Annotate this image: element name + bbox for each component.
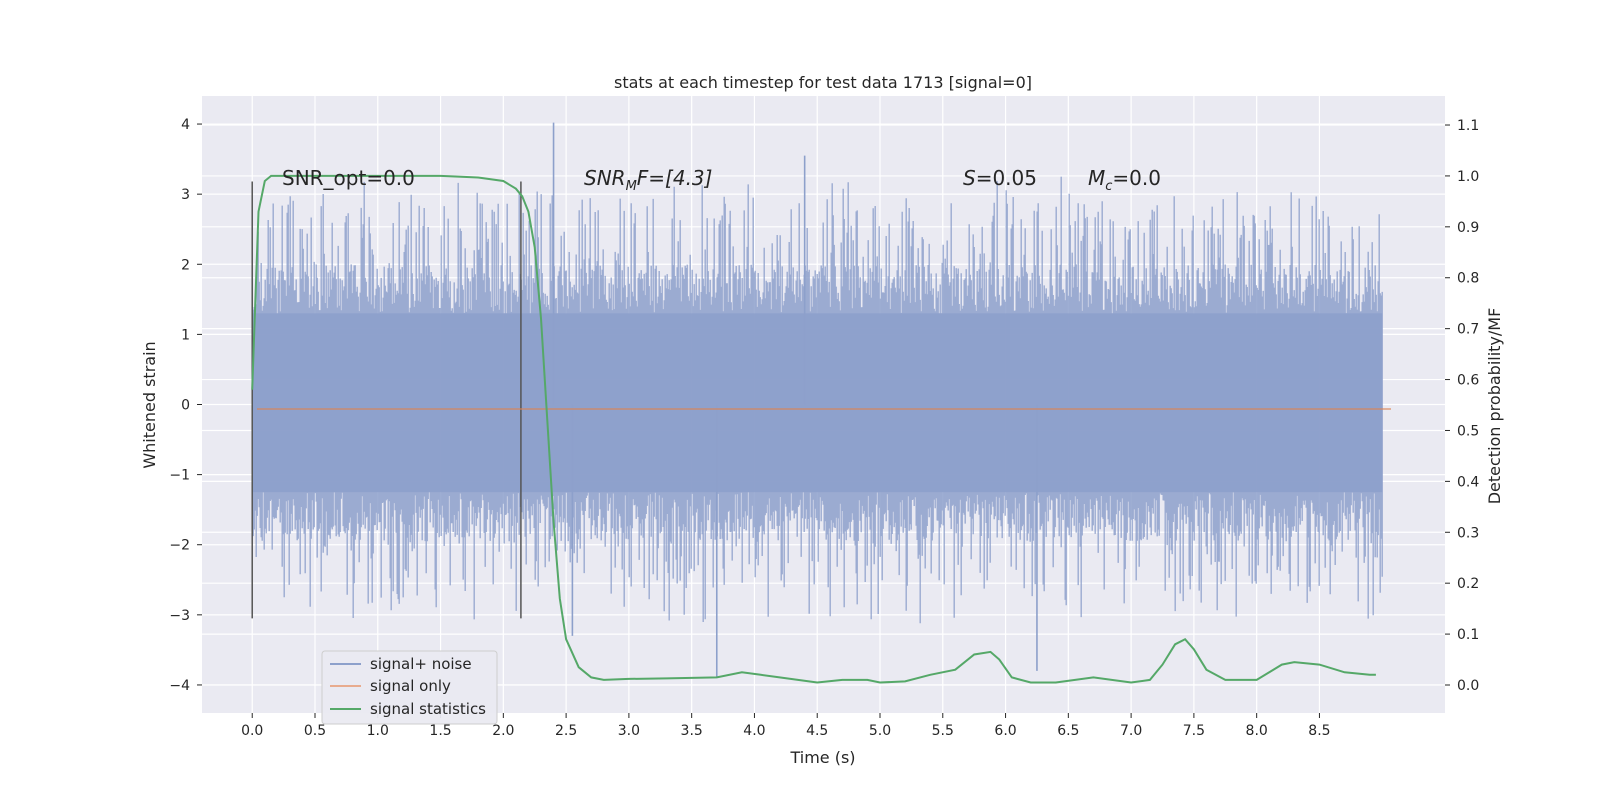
y2-tick-label: 0.4 (1457, 474, 1479, 490)
y2-tick-label: 1.1 (1457, 118, 1479, 134)
window-markers (251, 181, 522, 619)
x-tick-label: 3.5 (681, 723, 703, 739)
x-tick-label: 1.5 (429, 723, 451, 739)
x-tick-label: 2.5 (555, 723, 577, 739)
mc-main: M (1088, 166, 1105, 190)
legend: signal+ noise signal only signal statist… (321, 650, 498, 725)
y-tick-label: 3 (181, 187, 190, 203)
y2-tick-label: 0.8 (1457, 271, 1479, 287)
y2-tick-label: 1.0 (1457, 169, 1479, 185)
s-main: S (963, 166, 976, 190)
annotation-snr-mf: SNRMF=[4.3] (584, 166, 712, 194)
snr-mf-sub: M (626, 179, 637, 194)
y-tick-label: −2 (169, 538, 190, 554)
y2-tick-label: 0.1 (1457, 627, 1479, 643)
x-axis-label: Time (s) (789, 748, 855, 767)
mc-sub: c (1105, 179, 1112, 194)
x-tick-label: 3.0 (618, 723, 640, 739)
annotation-s: S=0.05 (963, 166, 1037, 190)
y-tick-label: 1 (181, 327, 190, 343)
y-tick-label: 0 (181, 398, 190, 414)
chart-title: stats at each timestep for test data 171… (614, 73, 1032, 92)
x-tick-label: 5.0 (869, 723, 891, 739)
noise-core-band (252, 313, 1383, 493)
legend-box (321, 650, 498, 725)
snr-mf-rest: F=[4.3] (637, 166, 713, 190)
x-tick-label: 6.5 (1057, 723, 1079, 739)
s-rest: =0.05 (976, 166, 1037, 190)
x-tick-label: 8.0 (1246, 723, 1268, 739)
x-tick-label: 6.0 (994, 723, 1016, 739)
x-tick-label: 5.5 (932, 723, 954, 739)
y-axis-label: Whitened strain (140, 341, 159, 468)
y2-tick-label: 0.0 (1457, 678, 1479, 694)
annotation-mc: Mc=0.0 (1088, 166, 1161, 194)
signal-noise-series (251, 122, 1383, 678)
x-tick-label: 0.5 (304, 723, 326, 739)
y-tick-label: −3 (169, 608, 190, 624)
x-tick-label: 0.0 (241, 723, 263, 739)
y-axis-ticks: 4 3 2 1 0 −1 −2 −3 −4 (169, 117, 202, 694)
y2-tick-label: 0.5 (1457, 423, 1479, 439)
x-tick-label: 7.0 (1120, 723, 1142, 739)
y-tick-label: −4 (169, 678, 190, 694)
y2-tick-label: 0.2 (1457, 576, 1479, 592)
y2-tick-label: 0.9 (1457, 220, 1479, 236)
x-tick-label: 2.0 (492, 723, 514, 739)
mc-rest: =0.0 (1112, 166, 1161, 190)
y-tick-label: −1 (169, 468, 190, 484)
y-tick-label: 2 (181, 257, 190, 273)
snr-mf-main: SNR (584, 166, 626, 190)
x-tick-label: 4.5 (806, 723, 828, 739)
x-tick-label: 1.0 (367, 723, 389, 739)
legend-label-noise: signal+ noise (370, 655, 472, 673)
x-tick-label: 7.5 (1183, 723, 1205, 739)
x-tick-label: 4.0 (743, 723, 765, 739)
y2-tick-label: 0.3 (1457, 525, 1479, 541)
legend-label-stats: signal statistics (370, 700, 486, 718)
x-tick-label: 8.5 (1308, 723, 1330, 739)
y2-axis-ticks: 1.1 1.0 0.9 0.8 0.7 0.6 0.5 0.4 0.3 0.2 0.1 0.0 (1445, 118, 1479, 694)
signal-statistics-line (251, 174, 1376, 684)
y-tick-label: 4 (181, 117, 190, 133)
y2-tick-label: 0.6 (1457, 373, 1479, 389)
annotation-snr-opt: SNR_opt=0.0 (282, 166, 415, 190)
legend-label-signal: signal only (370, 677, 451, 695)
y2-tick-label: 0.7 (1457, 322, 1479, 338)
x-axis-ticks: 0.0 0.5 1.0 1.5 2.0 2.5 3.0 3.5 4.0 4.5 5.0 5.5 6.0 6… (241, 713, 1331, 739)
y2-axis-label: Detection probability/MF (1485, 308, 1504, 505)
